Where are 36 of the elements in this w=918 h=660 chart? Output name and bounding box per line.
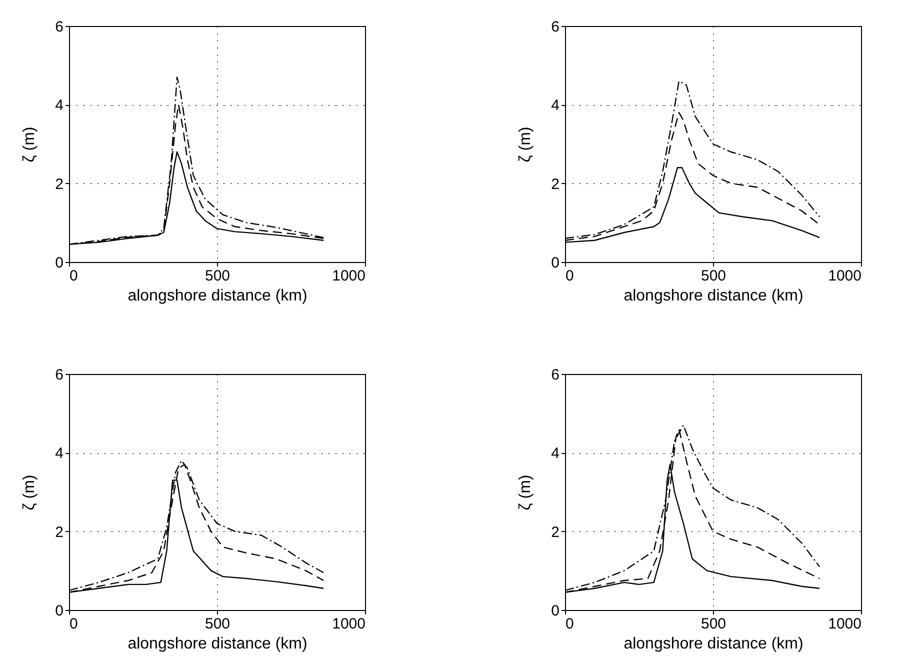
y-tick-label: 6 xyxy=(551,18,560,36)
x-tick-label: 0 xyxy=(70,268,78,284)
x-tick-label: 1000 xyxy=(828,616,862,632)
x-tick-label: 0 xyxy=(566,616,574,632)
y-tick-label: 4 xyxy=(55,445,64,462)
x-tick-label: 1000 xyxy=(332,268,366,284)
y-tick-label: 2 xyxy=(55,176,64,193)
y-tick-label: 2 xyxy=(551,524,560,541)
y-tick-label: 4 xyxy=(55,97,64,114)
x-tick-label: 500 xyxy=(700,616,726,632)
x-tick-label: 1000 xyxy=(332,616,366,632)
y-tick-label: 6 xyxy=(551,366,560,384)
x-tick-label: 500 xyxy=(204,268,230,284)
x-tick-label: 1000 xyxy=(828,268,862,284)
x-axis-title: alongshore distance (km) xyxy=(624,288,804,304)
y-tick-label: 0 xyxy=(55,602,64,620)
y-tick-label: 2 xyxy=(551,176,560,193)
y-axis-title: ζ (m) xyxy=(21,126,38,162)
x-axis-title: alongshore distance (km) xyxy=(128,288,308,304)
x-tick-label: 500 xyxy=(700,268,726,284)
y-tick-label: 6 xyxy=(55,366,64,384)
y-tick-label: 4 xyxy=(551,97,560,114)
y-tick-label: 0 xyxy=(55,254,64,272)
y-tick-label: 0 xyxy=(551,602,560,620)
y-axis-title: ζ (m) xyxy=(21,474,38,510)
y-tick-label: 0 xyxy=(551,254,560,272)
x-tick-label: 0 xyxy=(566,268,574,284)
y-tick-label: 6 xyxy=(55,18,64,36)
x-tick-label: 500 xyxy=(204,616,230,632)
y-tick-label: 4 xyxy=(551,445,560,462)
x-axis-title: alongshore distance (km) xyxy=(128,636,308,652)
y-axis-title: ζ (m) xyxy=(517,474,534,510)
x-tick-label: 0 xyxy=(70,616,78,632)
y-axis-title: ζ (m) xyxy=(517,126,534,162)
x-axis-title: alongshore distance (km) xyxy=(624,636,804,652)
y-tick-label: 2 xyxy=(55,524,64,541)
